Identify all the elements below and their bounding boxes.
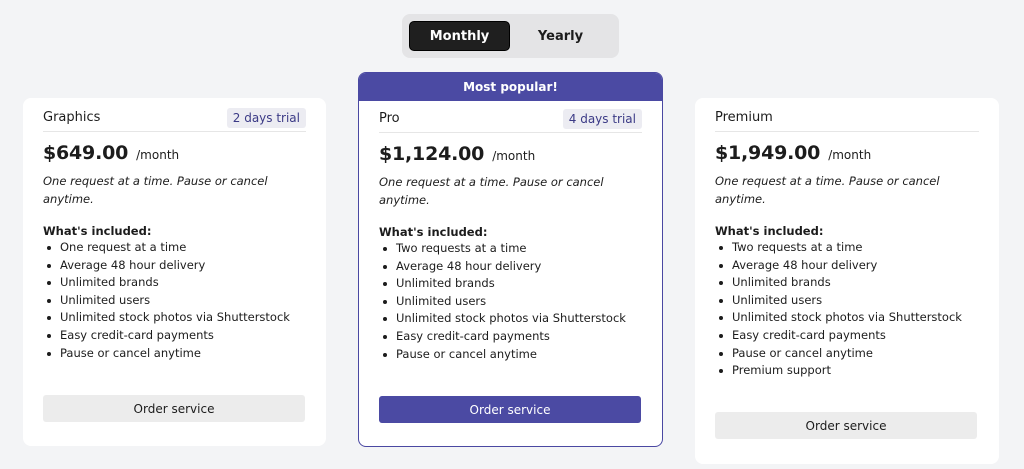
order-service-button[interactable]: Order service [379,396,641,423]
price-period: /month [828,148,872,162]
order-service-button[interactable]: Order service [43,395,305,422]
feature-list: Two requests at a time Average 48 hour d… [379,240,642,363]
price-row: $649.00 /month [43,142,306,164]
included-heading: What's included: [715,224,824,238]
plan-name: Pro [379,111,400,126]
plan-price: $1,949.00 [715,142,821,164]
feature-item: Unlimited brands [379,275,642,293]
plan-card-pro: Most popular! Pro 4 days trial $1,124.00… [358,72,663,447]
feature-item: Premium support [715,362,979,380]
price-row: $1,949.00 /month [715,142,979,164]
trial-badge: 2 days trial [226,107,306,128]
feature-item: Unlimited users [43,292,306,310]
feature-item: Unlimited stock photos via Shutterstock [43,309,306,327]
plan-price: $649.00 [43,142,129,164]
order-service-button[interactable]: Order service [715,412,977,439]
trial-badge: 4 days trial [562,108,642,129]
plan-description: One request at a time. Pause or cancel a… [43,174,268,206]
feature-list: One request at a time Average 48 hour de… [43,239,306,362]
feature-item: Pause or cancel anytime [715,345,979,363]
feature-item: Two requests at a time [715,239,979,257]
price-row: $1,124.00 /month [379,143,642,165]
plan-header: Pro 4 days trial [379,108,642,133]
feature-item: Average 48 hour delivery [715,257,979,275]
feature-item: Unlimited brands [715,274,979,292]
feature-list: Two requests at a time Average 48 hour d… [715,239,979,380]
feature-item: Unlimited stock photos via Shutterstock [379,310,642,328]
plan-header: Graphics 2 days trial [43,107,306,132]
plan-header: Premium [715,108,979,132]
plan-name: Graphics [43,110,101,125]
billing-toggle: Monthly Yearly [402,14,619,58]
feature-item: Easy credit-card payments [715,327,979,345]
price-period: /month [136,148,180,162]
toggle-yearly[interactable]: Yearly [537,28,584,44]
included-heading: What's included: [379,225,488,239]
feature-item: Average 48 hour delivery [43,257,306,275]
feature-item: Easy credit-card payments [379,328,642,346]
feature-item: Average 48 hour delivery [379,258,642,276]
feature-item: Unlimited brands [43,274,306,292]
feature-item: Two requests at a time [379,240,642,258]
plan-price: $1,124.00 [379,143,485,165]
toggle-monthly[interactable]: Monthly [409,21,510,51]
feature-item: Pause or cancel anytime [43,345,306,363]
feature-item: One request at a time [43,239,306,257]
included-heading: What's included: [43,224,152,238]
most-popular-banner: Most popular! [359,73,662,101]
price-period: /month [492,149,536,163]
plan-card-premium: Premium $1,949.00 /month One request at … [695,98,999,464]
feature-item: Unlimited users [379,293,642,311]
plan-name: Premium [715,110,773,125]
plan-description: One request at a time. Pause or cancel a… [715,174,940,206]
feature-item: Unlimited stock photos via Shutterstock [715,309,979,327]
feature-item: Easy credit-card payments [43,327,306,345]
feature-item: Pause or cancel anytime [379,346,642,364]
plan-card-graphics: Graphics 2 days trial $649.00 /month One… [23,98,326,446]
feature-item: Unlimited users [715,292,979,310]
plan-description: One request at a time. Pause or cancel a… [379,175,604,207]
